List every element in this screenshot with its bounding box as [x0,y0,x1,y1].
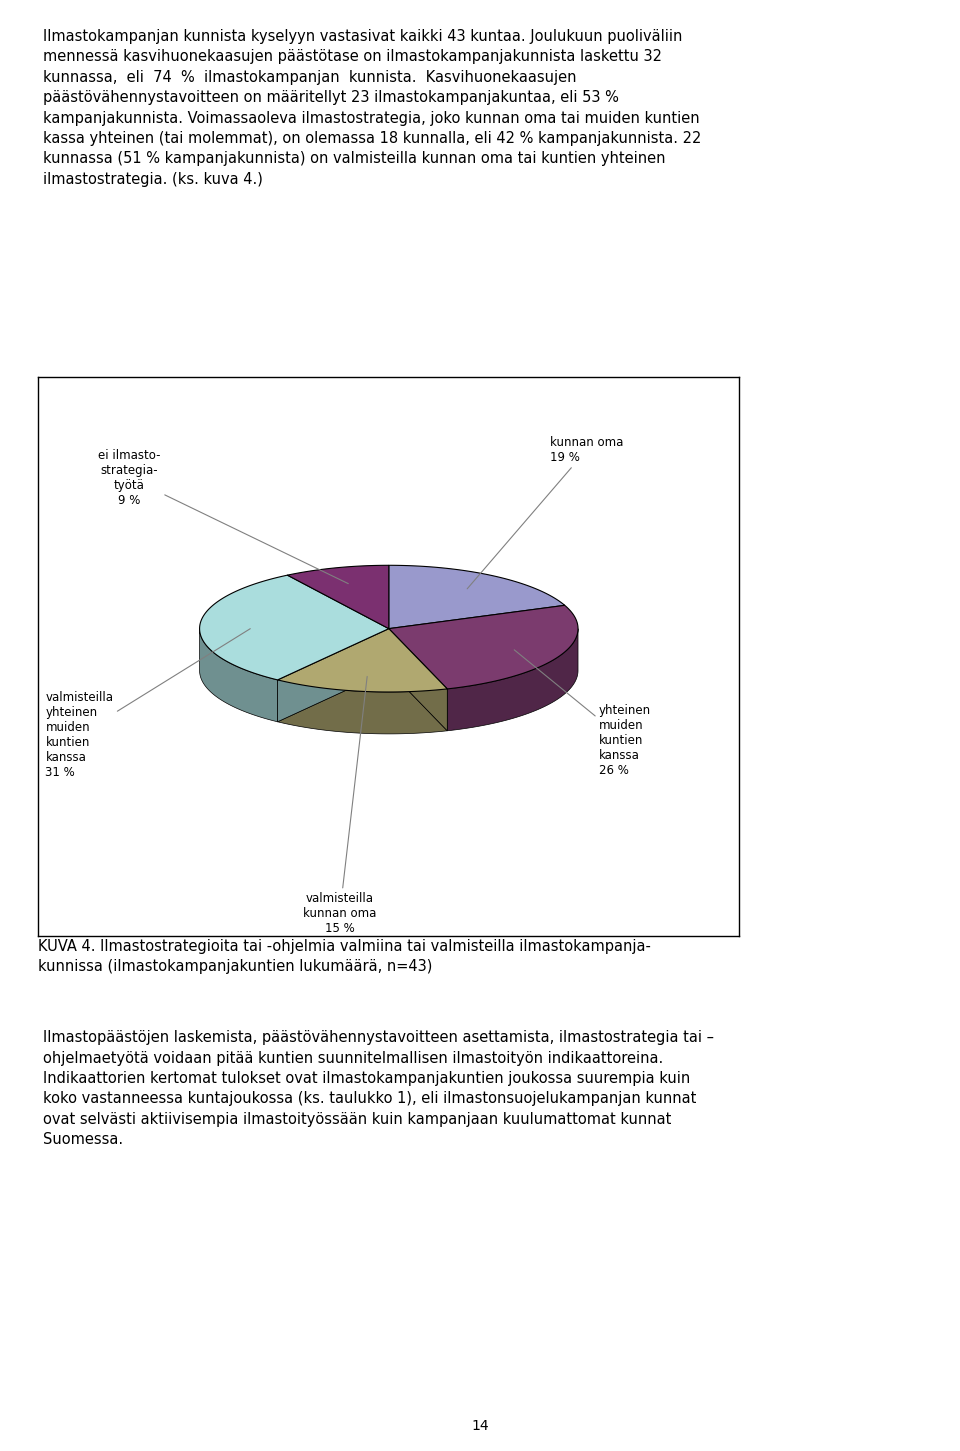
Text: Ilmastopäästöjen laskemista, päästövähennystavoitteen asettamista, ilmastostrate: Ilmastopäästöjen laskemista, päästövähen… [43,1030,714,1148]
Polygon shape [389,566,564,628]
Polygon shape [277,628,447,692]
Text: valmisteilla
yhteinen
muiden
kuntien
kanssa
31 %: valmisteilla yhteinen muiden kuntien kan… [45,628,251,779]
Polygon shape [447,628,578,731]
Polygon shape [277,628,389,721]
Polygon shape [287,566,389,628]
Text: ei ilmasto-
strategia-
työtä
9 %: ei ilmasto- strategia- työtä 9 % [98,448,348,583]
Text: Ilmastokampanjan kunnista kyselyyn vastasivat kaikki 43 kuntaa. Joulukuun puoliv: Ilmastokampanjan kunnista kyselyyn vasta… [43,29,702,187]
Polygon shape [389,605,578,689]
Text: yhteinen
muiden
kuntien
kanssa
26 %: yhteinen muiden kuntien kanssa 26 % [515,650,651,776]
Text: valmisteilla
kunnan oma
15 %: valmisteilla kunnan oma 15 % [303,676,376,934]
Text: KUVA 4. Ilmastostrategioita tai -ohjelmia valmiina tai valmisteilla ilmastokampa: KUVA 4. Ilmastostrategioita tai -ohjelmi… [38,939,651,974]
Polygon shape [200,628,277,721]
Text: 14: 14 [471,1419,489,1432]
Polygon shape [277,628,389,721]
Polygon shape [277,681,447,734]
Text: kunnan oma
19 %: kunnan oma 19 % [468,435,623,589]
Polygon shape [389,628,447,731]
Polygon shape [200,575,389,681]
Polygon shape [389,628,447,731]
